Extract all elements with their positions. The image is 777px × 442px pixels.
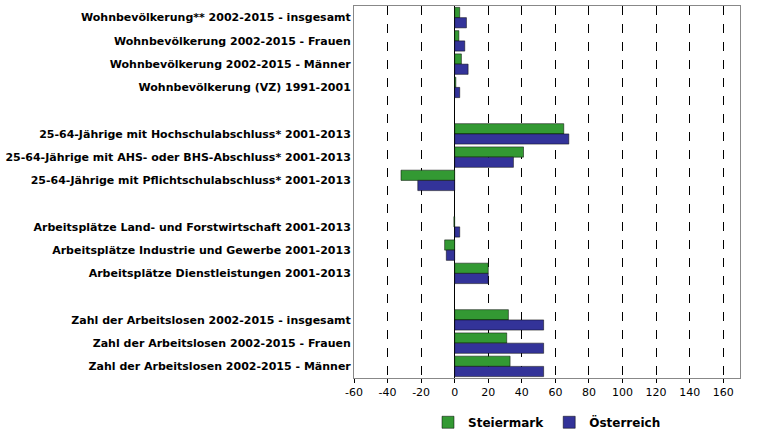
svg-text:120: 120 <box>646 386 667 399</box>
svg-text:100: 100 <box>612 386 633 399</box>
svg-text:Zahl der Arbeitslosen 2002-201: Zahl der Arbeitslosen 2002-2015 - Frauen <box>93 337 351 350</box>
svg-text:60: 60 <box>548 386 562 399</box>
svg-text:Wohnbevölkerung 2002-2015 - Mä: Wohnbevölkerung 2002-2015 - Männer <box>110 58 352 71</box>
svg-text:Österreich: Österreich <box>589 415 660 430</box>
svg-text:40: 40 <box>515 386 529 399</box>
svg-text:25-64-Jährige mit Pflichtschul: 25-64-Jährige mit Pflichtschulabschluss*… <box>31 174 351 187</box>
svg-text:Arbeitsplätze Dienstleistungen: Arbeitsplätze Dienstleistungen 2001-2013 <box>89 267 351 280</box>
svg-text:Wohnbevölkerung** 2002-2015 -: Wohnbevölkerung** 2002-2015 - insgesamt <box>81 11 351 24</box>
svg-text:Wohnbevölkerung (VZ) 1991-2001: Wohnbevölkerung (VZ) 1991-2001 <box>139 81 351 94</box>
svg-text:160: 160 <box>713 386 734 399</box>
svg-text:Zahl der Arbeitslosen 2002-201: Zahl der Arbeitslosen 2002-2015 - Männer <box>89 360 352 373</box>
svg-text:Zahl der Arbeitslosen 2002-201: Zahl der Arbeitslosen 2002-2015 - insges… <box>71 314 350 327</box>
svg-text:Wohnbevölkerung 2002-2015 - Fr: Wohnbevölkerung 2002-2015 - Frauen <box>114 35 351 48</box>
svg-text:80: 80 <box>582 386 596 399</box>
svg-text:0: 0 <box>451 386 458 399</box>
svg-text:25-64-Jährige mit Hochschulabs: 25-64-Jährige mit Hochschulabschluss* 20… <box>39 128 351 141</box>
svg-text:140: 140 <box>679 386 700 399</box>
svg-text:Steiermark: Steiermark <box>468 416 544 430</box>
svg-text:Arbeitsplätze Land- und Forstw: Arbeitsplätze Land- und Forstwirtschaft … <box>34 221 351 234</box>
svg-text:25-64-Jährige mit AHS- oder BH: 25-64-Jährige mit AHS- oder BHS-Abschlus… <box>5 151 350 164</box>
svg-text:-60: -60 <box>345 386 363 399</box>
svg-text:-40: -40 <box>379 386 397 399</box>
svg-text:20: 20 <box>481 386 495 399</box>
svg-text:-20: -20 <box>412 386 430 399</box>
svg-text:Arbeitsplätze Industrie und Ge: Arbeitsplätze Industrie und Gewerbe 2001… <box>52 244 351 257</box>
